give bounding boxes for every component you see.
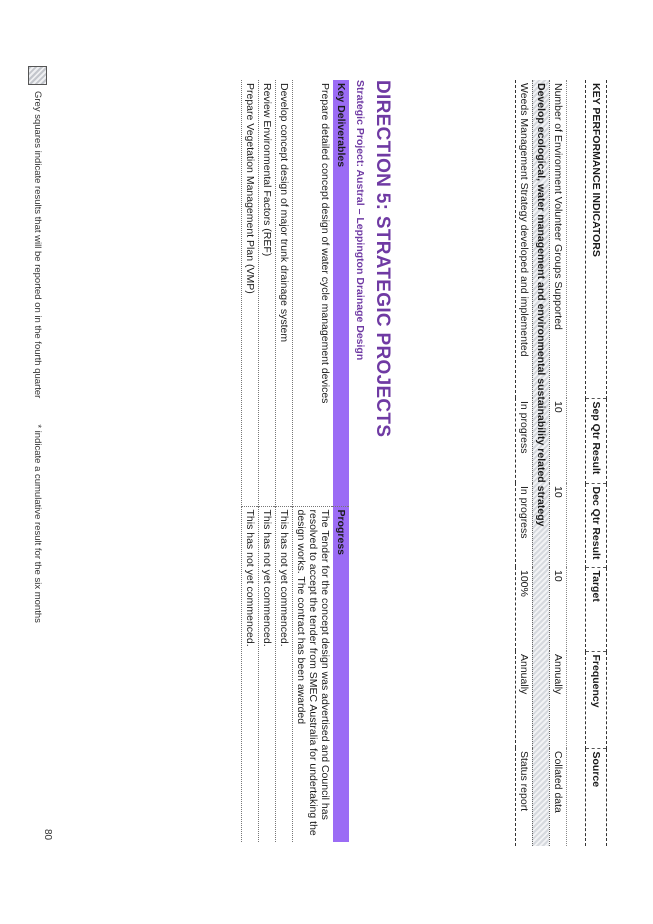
table-row: Number of Environment Volunteer Groups S… <box>549 80 567 846</box>
strategic-project-title: Strategic Project: Austral – Leppington … <box>354 80 366 361</box>
kpi-header-frequency: Frequency <box>585 651 607 748</box>
deliverable-name: Review Environmental Factors (REF) <box>258 80 276 506</box>
table-row: Review Environmental Factors (REF) This … <box>258 80 276 842</box>
kpi-sep-result: In progress <box>515 398 533 483</box>
footnote-star-text: * indicate a cumulative result for the s… <box>32 424 43 623</box>
kpi-indicator: Number of Environment Volunteer Groups S… <box>549 80 567 398</box>
kpi-target: 100% <box>515 567 533 651</box>
deliverables-header-key: Key Deliverables <box>333 80 349 506</box>
deliverables-header-progress: Progress <box>333 506 349 842</box>
footnote-grey-text: Grey squares indicate results that will … <box>32 91 43 399</box>
kpi-header-source: Source <box>585 748 607 846</box>
kpi-source: Collated data <box>549 748 567 846</box>
kpi-header-indicator: KEY PERFORMANCE INDICATORS <box>585 80 607 398</box>
deliverable-name: Prepare Vegetation Management Plan (VMP) <box>241 80 259 506</box>
deliverable-progress: This has not yet commenced. <box>241 506 259 842</box>
deliverable-progress: The Tender for the concept design was ad… <box>292 506 333 842</box>
kpi-header-row: KEY PERFORMANCE INDICATORS Sep Qtr Resul… <box>585 80 607 846</box>
kpi-table: KEY PERFORMANCE INDICATORS Sep Qtr Resul… <box>515 80 607 846</box>
section-heading-row: Develop ecological, water management and… <box>532 80 550 846</box>
deliverables-header-row: Key Deliverables Progress <box>333 80 349 842</box>
kpi-header-dec-result: Dec Qtr Result <box>585 483 607 567</box>
page-number: 80 <box>42 829 53 841</box>
deliverable-progress: This has not yet commenced. <box>258 506 276 842</box>
section-heading: Develop ecological, water management and… <box>532 80 550 846</box>
kpi-source: Status report <box>515 748 533 846</box>
kpi-sep-result: 10 <box>549 398 567 483</box>
table-row: Weeds Management Strategy developed and … <box>515 80 533 846</box>
kpi-dec-result: 10 <box>549 483 567 567</box>
kpi-indicator: Weeds Management Strategy developed and … <box>515 80 533 398</box>
deliverable-name: Prepare detailed concept design of water… <box>292 80 333 506</box>
kpi-frequency: Annually <box>549 651 567 748</box>
table-row: Prepare Vegetation Management Plan (VMP)… <box>241 80 259 842</box>
direction-title: DIRECTION 5: STRATEGIC PROJECTS <box>372 80 393 438</box>
kpi-header-sep-result: Sep Qtr Result <box>585 398 607 483</box>
kpi-dec-result: In progress <box>515 483 533 567</box>
deliverables-table: Key Deliverables Progress Prepare detail… <box>241 80 349 842</box>
table-row: Develop concept design of major trunk dr… <box>275 80 293 842</box>
deliverable-name: Develop concept design of major trunk dr… <box>275 80 293 506</box>
table-row: Prepare detailed concept design of water… <box>292 80 333 842</box>
kpi-target: 10 <box>549 567 567 651</box>
grey-square-legend-icon <box>28 66 47 85</box>
kpi-header-target: Target <box>585 567 607 651</box>
deliverable-progress: This has not yet commenced. <box>275 506 293 842</box>
footnote: Grey squares indicate results that will … <box>28 66 47 623</box>
spacer-row <box>567 80 586 846</box>
kpi-frequency: Annually <box>515 651 533 748</box>
